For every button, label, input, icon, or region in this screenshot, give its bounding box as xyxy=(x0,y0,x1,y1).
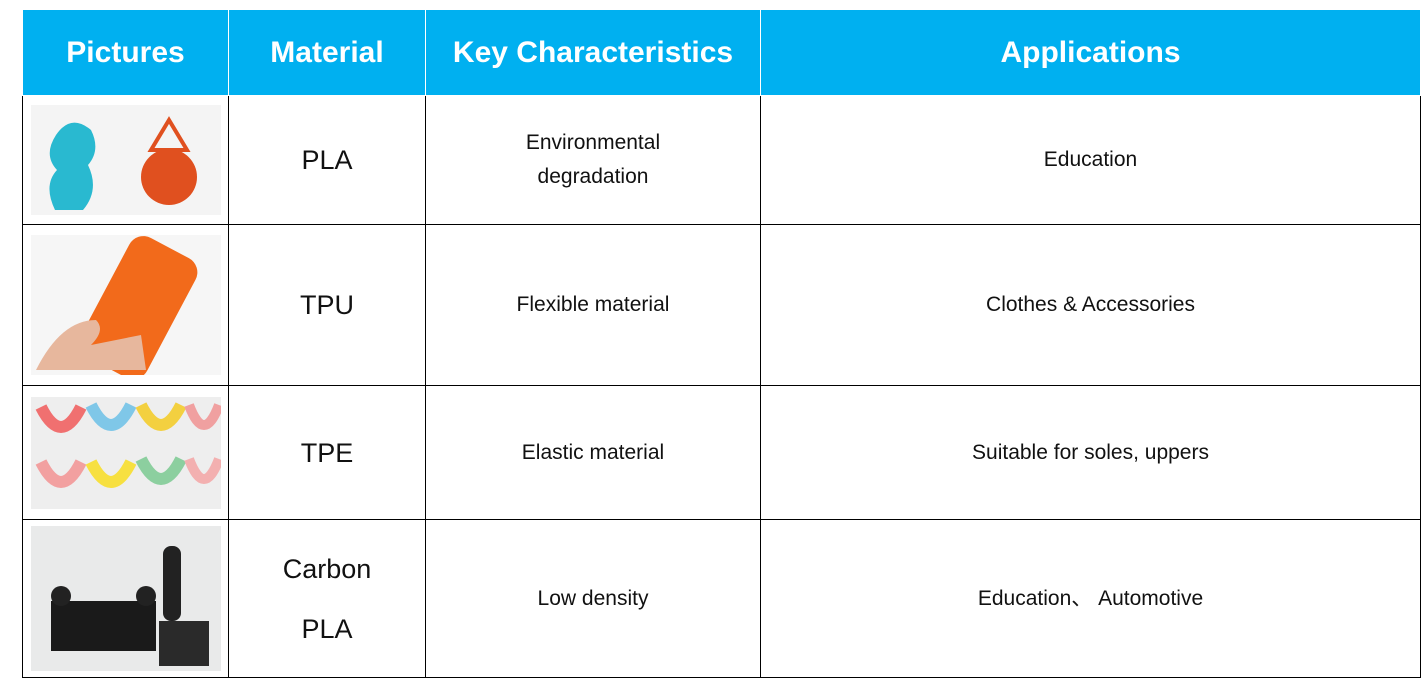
characteristics-cell: Flexible material xyxy=(425,224,761,386)
header-cell: Material xyxy=(228,10,426,96)
picture xyxy=(30,526,221,671)
cell-text: Suitable for soles, uppers xyxy=(972,440,1209,464)
material-cell: TPU xyxy=(228,224,426,386)
characteristics-cell: Elastic material xyxy=(425,385,761,520)
applications-cell: Education xyxy=(760,95,1421,225)
cell-text: TPE xyxy=(300,437,354,468)
picture-cell xyxy=(22,224,229,386)
cell-text: Elastic material xyxy=(521,440,665,464)
cell-text: Clothes & Accessories xyxy=(986,293,1195,316)
row: TPU Flexible material Clothes & Accessor… xyxy=(22,224,1421,386)
materials-table: Pictures Material Key Characteristics Ap… xyxy=(22,10,1421,678)
cell-text: Education xyxy=(1043,148,1138,171)
header-cell: Key Characteristics xyxy=(425,10,761,96)
cell-text: Flexible material xyxy=(516,293,670,316)
material-cell: Carbon PLA xyxy=(228,519,426,678)
header-cell: Pictures xyxy=(22,10,229,96)
material-cell: TPE xyxy=(228,385,426,520)
cell-text: TPU xyxy=(300,290,354,320)
applications-cell: Suitable for soles, uppers xyxy=(760,385,1421,520)
cell-text: Carbon PLA xyxy=(282,553,372,644)
cell-text: Education、 Automotive xyxy=(977,586,1204,610)
picture-cell xyxy=(22,95,229,225)
applications-cell: Clothes & Accessories xyxy=(760,224,1421,386)
row: PLA Environmental degradation Education xyxy=(22,95,1421,225)
applications-cell: Education、 Automotive xyxy=(760,519,1421,678)
material-cell: PLA xyxy=(228,95,426,225)
picture xyxy=(30,396,221,509)
row: Carbon PLA Low density Education、 Automo… xyxy=(22,519,1421,678)
cell-text: Environmental degradation xyxy=(525,131,661,188)
picture xyxy=(30,105,221,215)
characteristics-cell: Environmental degradation xyxy=(425,95,761,225)
picture-cell xyxy=(22,519,229,678)
picture xyxy=(30,235,221,375)
characteristics-cell: Low density xyxy=(425,519,761,678)
picture-cell xyxy=(22,385,229,520)
row: TPE Elastic material Suitable for soles,… xyxy=(22,385,1421,520)
cell-text: PLA xyxy=(301,145,353,175)
header-cell: Applications xyxy=(760,10,1421,96)
header-row: Pictures Material Key Characteristics Ap… xyxy=(22,10,1421,96)
cell-text: Low density xyxy=(537,586,649,610)
